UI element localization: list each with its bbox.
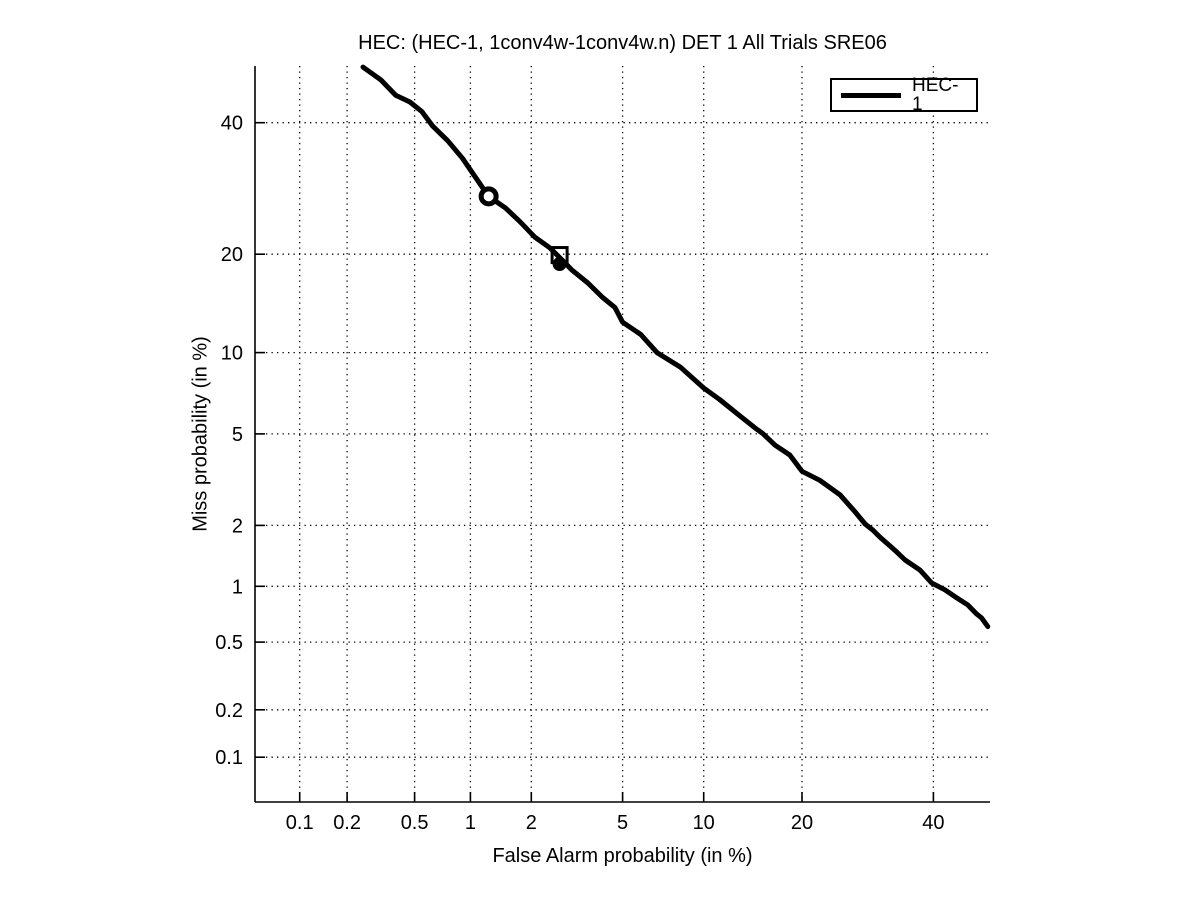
y-tick-label-2: 2 bbox=[232, 515, 243, 537]
chart-title: HEC: (HEC-1, 1conv4w-1conv4w.n) DET 1 Al… bbox=[358, 32, 887, 54]
x-tick-label-0.1: 0.1 bbox=[286, 812, 314, 834]
y-tick-label-10: 10 bbox=[221, 343, 243, 365]
y-tick-label-5: 5 bbox=[232, 424, 243, 446]
marker-circle-open bbox=[478, 186, 499, 207]
x-tick-label-10: 10 bbox=[693, 812, 715, 834]
y-tick-label-40: 40 bbox=[221, 113, 243, 135]
y-axis-label: Miss probability (in %) bbox=[189, 336, 212, 532]
y-tick-label-0.5: 0.5 bbox=[215, 632, 243, 654]
x-tick-label-0.2: 0.2 bbox=[333, 812, 361, 834]
y-tick-label-0.1: 0.1 bbox=[215, 747, 243, 769]
x-axis-label: False Alarm probability (in %) bbox=[492, 845, 753, 867]
x-tick-label-20: 20 bbox=[791, 812, 813, 834]
det-curve-hec-1 bbox=[360, 64, 991, 630]
legend-line-sample bbox=[841, 92, 901, 98]
legend: HEC-1 bbox=[830, 75, 978, 115]
x-tick-label-1: 1 bbox=[465, 812, 476, 834]
x-tick-label-0.5: 0.5 bbox=[401, 812, 429, 834]
x-tick-label-40: 40 bbox=[922, 812, 944, 834]
y-tick-label-20: 20 bbox=[221, 244, 243, 266]
legend-entry-label: HEC-1 bbox=[912, 75, 959, 115]
y-tick-label-1: 1 bbox=[232, 576, 243, 598]
x-tick-label-5: 5 bbox=[617, 812, 628, 834]
x-tick-label-2: 2 bbox=[526, 812, 537, 834]
marker-circle-filled bbox=[552, 257, 567, 272]
y-tick-label-0.2: 0.2 bbox=[215, 700, 243, 722]
